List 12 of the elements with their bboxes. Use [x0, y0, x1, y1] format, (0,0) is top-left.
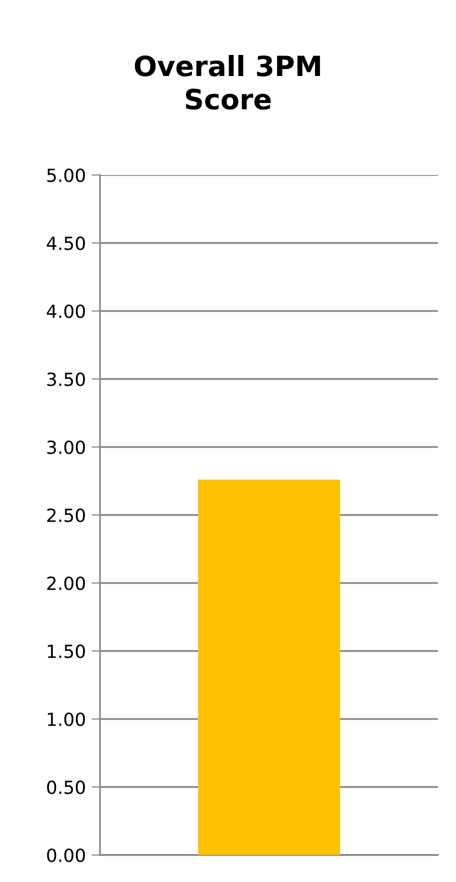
- y-tick-label: 3.50: [47, 372, 85, 386]
- y-tick-label: 3.00: [47, 440, 85, 454]
- y-tick-label: 2.50: [47, 508, 85, 522]
- y-tick-label: 2.00: [47, 576, 85, 590]
- chart-title: Overall 3PM Score: [134, 54, 320, 110]
- y-tick-label: 4.00: [46, 304, 85, 318]
- y-tick-label: 1.50: [48, 644, 85, 658]
- y-tick-label: 5.00: [47, 168, 85, 182]
- y-tick-label: 0.50: [47, 780, 85, 794]
- y-tick-label: 1.00: [48, 712, 85, 726]
- y-tick-label: 0.00: [47, 848, 85, 862]
- y-tick-label: 4.50: [46, 236, 85, 250]
